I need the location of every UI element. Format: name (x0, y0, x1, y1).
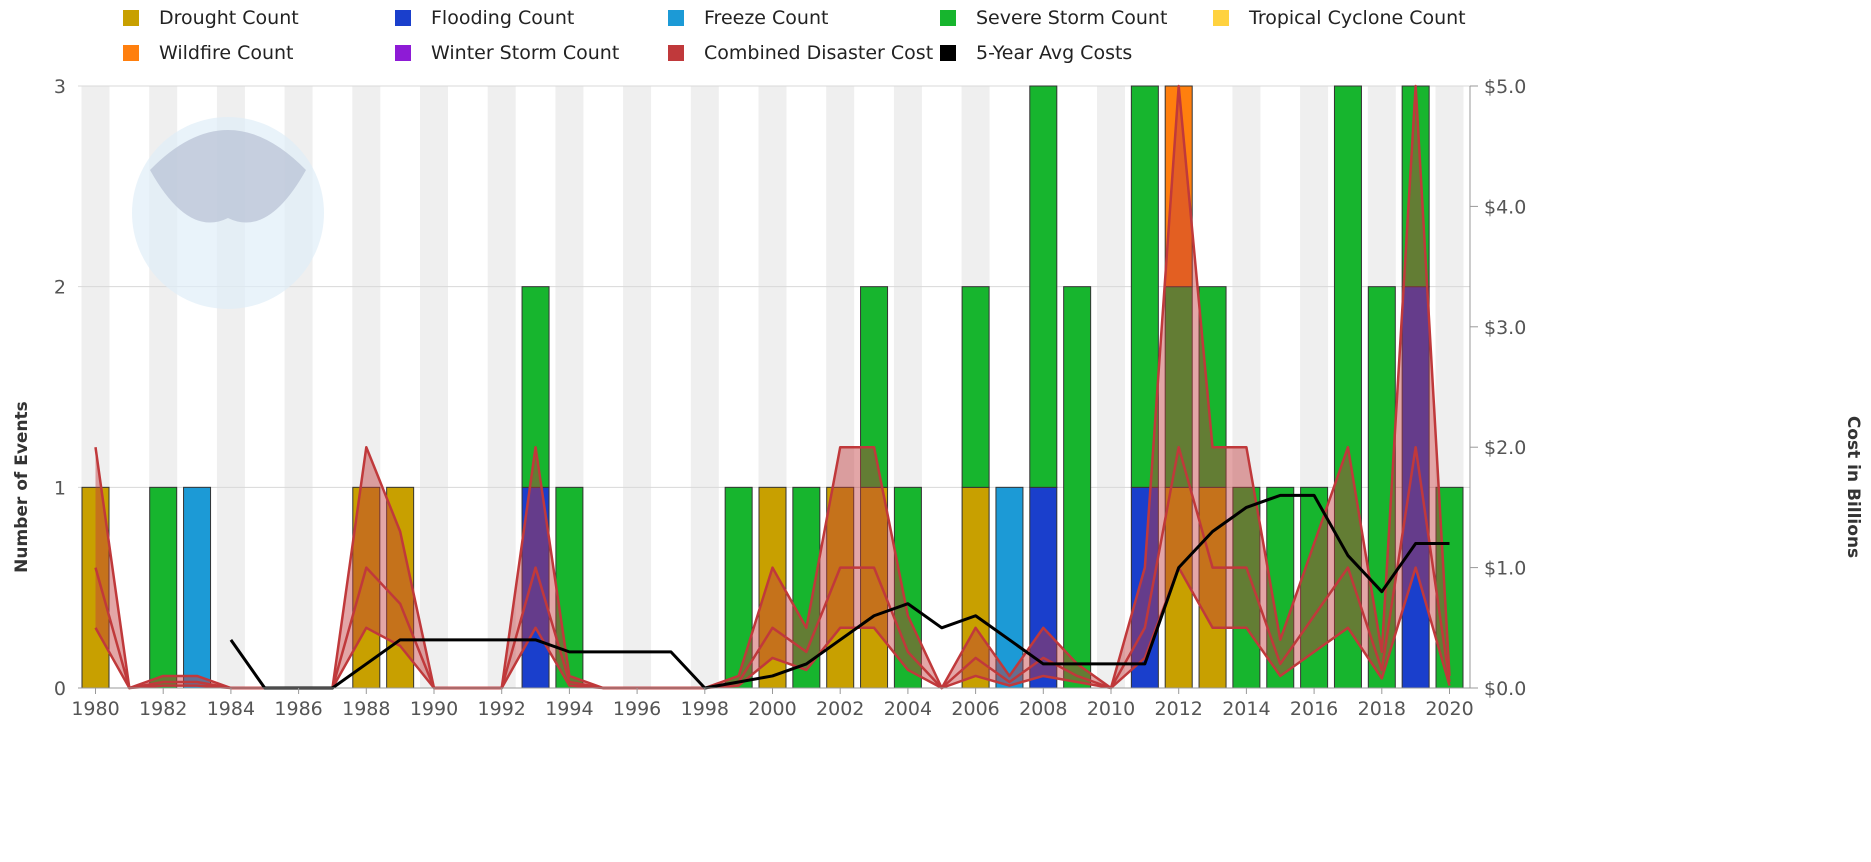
bar-segment[interactable] (183, 486, 212, 689)
column-background (927, 86, 956, 688)
bar-segment[interactable] (724, 486, 753, 689)
bar-segment[interactable] (893, 486, 922, 689)
bar-segment[interactable] (792, 486, 821, 689)
column-background (487, 86, 516, 688)
legend-swatch (1213, 10, 1229, 26)
bar-segment[interactable] (386, 486, 415, 689)
legend-swatch (395, 10, 411, 26)
bar-segment[interactable] (1164, 286, 1193, 488)
x-tick-label: 1988 (342, 698, 390, 720)
axes: 1980 1982 1984 1986 1988 1990 1992 1994 1996 1998… (54, 76, 1526, 720)
x-tick-label: 1984 (207, 698, 255, 720)
legend-item[interactable]: Wildfire Count (123, 42, 294, 64)
y-left-tick-label: 0 (54, 678, 66, 700)
legend-swatch (668, 10, 684, 26)
y-right-tick-label: $1.0 (1484, 558, 1526, 580)
y-axis-right-title: Cost in Billions (1843, 416, 1863, 558)
x-tick-label: 2006 (951, 698, 999, 720)
legend-label: Severe Storm Count (976, 7, 1168, 29)
column-background (690, 86, 719, 688)
x-tick-label: 1986 (274, 698, 322, 720)
x-tick-label: 2000 (748, 698, 796, 720)
x-tick-label: 2020 (1425, 698, 1473, 720)
x-tick-label: 1998 (681, 698, 729, 720)
legend-swatch (395, 45, 411, 61)
bar-segment[interactable] (860, 286, 889, 488)
y-right-tick-label: $5.0 (1484, 76, 1526, 98)
column-background (115, 86, 144, 688)
column-background (318, 86, 347, 688)
bar-segment[interactable] (961, 286, 990, 488)
legend-item[interactable]: Combined Disaster Cost (668, 42, 933, 64)
x-tick-label: 1992 (478, 698, 526, 720)
legend-label: Combined Disaster Cost (704, 42, 934, 64)
avg-cost-line (229, 493, 1450, 690)
bar-segment[interactable] (1029, 85, 1058, 488)
legend-swatch (123, 10, 139, 26)
x-tick-label: 2010 (1087, 698, 1135, 720)
legend-item[interactable]: Tropical Cyclone Count (1213, 7, 1466, 29)
noaa-logo-bird (150, 130, 306, 223)
x-tick-label: 1980 (71, 698, 119, 720)
bar-segment[interactable] (149, 486, 178, 689)
x-tick-label: 2004 (884, 698, 932, 720)
legend-label: Freeze Count (704, 7, 829, 29)
legend-label: 5-Year Avg Costs (976, 42, 1133, 64)
chart-legend: Drought Count Flooding Count Freeze Count S… (0, 0, 1871, 78)
x-tick-label: 1982 (139, 698, 187, 720)
x-tick-label: 2014 (1222, 698, 1270, 720)
y-right-tick-label: $4.0 (1484, 196, 1526, 218)
legend-label: Flooding Count (431, 7, 575, 29)
bar-segment[interactable] (1333, 85, 1362, 689)
legend-swatch (123, 45, 139, 61)
column-background (589, 86, 618, 688)
legend-label: Wildfire Count (159, 42, 294, 64)
x-tick-label: 1996 (613, 698, 661, 720)
bar-segment[interactable] (1063, 286, 1092, 689)
y-left-tick-label: 1 (54, 477, 66, 499)
bar-segment[interactable] (1164, 486, 1193, 689)
y-left-tick-label: 2 (54, 277, 66, 299)
column-background (656, 86, 685, 688)
x-tick-label: 1994 (545, 698, 593, 720)
y-right-tick-label: $3.0 (1484, 317, 1526, 339)
x-tick-label: 2018 (1358, 698, 1406, 720)
legend-label: Drought Count (159, 7, 299, 29)
noaa-logo-watermark (132, 117, 324, 309)
legend-item[interactable]: Freeze Count (668, 7, 828, 29)
legend-swatch (940, 45, 956, 61)
legend-label: Winter Storm Count (431, 42, 620, 64)
bar-segment[interactable] (1232, 486, 1261, 689)
avg-cost-line-path (229, 493, 1450, 690)
column-background (1097, 86, 1125, 688)
bar-segment[interactable] (995, 486, 1024, 689)
legend-item[interactable]: Flooding Count (395, 7, 574, 29)
column-background (623, 86, 652, 688)
x-tick-label: 2012 (1155, 698, 1203, 720)
legend-swatch (940, 10, 956, 26)
y-left-tick-label: 3 (54, 76, 66, 98)
legend-swatch (668, 45, 684, 61)
legend-item[interactable]: Severe Storm Count (940, 7, 1167, 29)
bar-segment[interactable] (1130, 85, 1159, 488)
bar-segment[interactable] (961, 486, 990, 689)
bar-segment[interactable] (758, 486, 787, 689)
x-tick-label: 2008 (1019, 698, 1067, 720)
legend-item[interactable]: 5-Year Avg Costs (940, 42, 1132, 64)
column-background (453, 86, 482, 688)
legend-item[interactable]: Drought Count (123, 7, 299, 29)
y-axis-left-title: Number of Events (12, 401, 32, 573)
bar-segment[interactable] (1198, 286, 1227, 488)
x-tick-label: 1990 (410, 698, 458, 720)
legend-item[interactable]: Winter Storm Count (395, 42, 619, 64)
column-background (420, 86, 448, 688)
y-right-tick-label: $2.0 (1484, 437, 1526, 459)
legend-label: Tropical Cyclone Count (1249, 7, 1466, 29)
x-tick-label: 2016 (1290, 698, 1338, 720)
y-right-tick-label: $0.0 (1484, 678, 1526, 700)
x-tick-label: 2002 (816, 698, 864, 720)
